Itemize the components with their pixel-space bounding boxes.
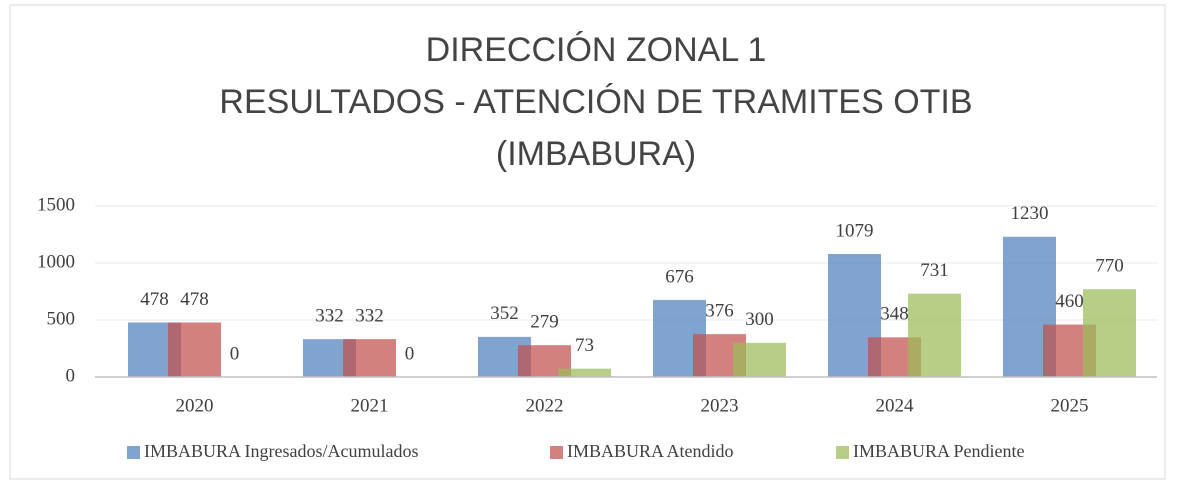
data-label: 73 [575, 335, 594, 356]
data-label: 1230 [1011, 203, 1049, 224]
y-tick-label: 1000 [37, 251, 75, 272]
y-tick-label: 1500 [37, 194, 75, 215]
data-label: 279 [530, 312, 559, 333]
legend-label: IMBABURA Ingresados/Acumulados [144, 441, 418, 461]
data-label: 376 [705, 300, 734, 321]
data-label: 300 [745, 309, 774, 330]
data-label: 478 [180, 289, 209, 310]
chart-title: DIRECCIÓN ZONAL 1 [426, 31, 767, 69]
data-label: 1079 [836, 220, 874, 241]
bar [733, 342, 786, 377]
x-tick-label: 2020 [176, 395, 214, 416]
x-tick-label: 2023 [701, 395, 739, 416]
bar [343, 339, 396, 377]
bar [558, 368, 611, 377]
data-label: 770 [1095, 256, 1124, 277]
legend-label: IMBABURA Atendido [567, 441, 734, 461]
y-tick-label: 0 [66, 365, 76, 386]
data-label: 0 [230, 343, 240, 364]
data-label: 731 [920, 260, 949, 281]
data-label: 478 [140, 289, 169, 310]
data-label: 0 [405, 343, 415, 364]
data-label: 460 [1055, 291, 1084, 312]
data-label: 332 [315, 306, 344, 327]
legend-label: IMBABURA Pendiente [853, 441, 1025, 461]
chart-border [9, 4, 1166, 480]
data-label: 352 [490, 303, 519, 324]
legend-swatch [836, 446, 849, 459]
y-tick-label: 500 [47, 308, 76, 329]
data-label: 676 [665, 266, 694, 287]
chart-title: (IMBABURA) [496, 135, 696, 173]
x-tick-label: 2024 [876, 395, 915, 416]
bar [908, 293, 961, 377]
x-tick-label: 2022 [526, 395, 564, 416]
bar [168, 322, 221, 377]
data-label: 332 [355, 306, 384, 327]
x-tick-label: 2025 [1051, 395, 1089, 416]
chart-title: RESULTADOS - ATENCIÓN DE TRAMITES OTIB [219, 83, 972, 121]
x-tick-label: 2021 [351, 395, 389, 416]
legend-swatch [127, 446, 140, 459]
data-label: 348 [880, 304, 909, 325]
legend-swatch [550, 446, 563, 459]
bar [1083, 289, 1136, 377]
